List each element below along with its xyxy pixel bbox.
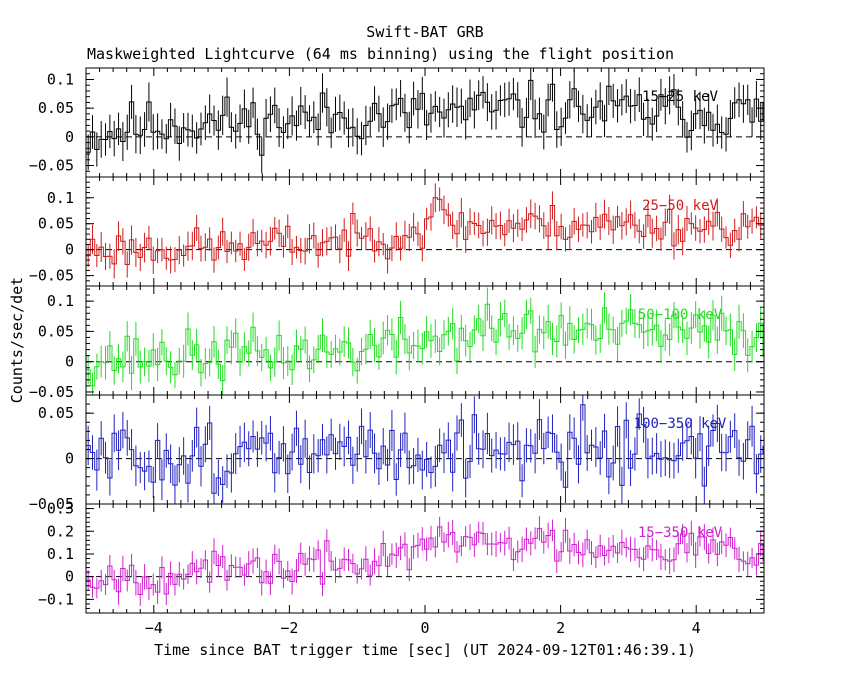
y-tick-label: 0.05 xyxy=(38,322,74,340)
series-line xyxy=(86,197,764,265)
x-tick-label: 2 xyxy=(556,619,565,637)
y-axis-label: Counts/sec/det xyxy=(8,277,26,403)
y-tick-label: 0.05 xyxy=(38,99,74,117)
panel-data xyxy=(86,68,764,173)
x-tick-label: −4 xyxy=(145,619,163,637)
y-tick-label: 0.05 xyxy=(38,404,74,422)
y-tick-label: 0 xyxy=(65,568,74,586)
panel-50-100-kev: −0.05 0 0.05 0.1 50−100 keV xyxy=(29,285,765,401)
panel-15-25-kev: −0.05 0 0.05 0.1 15−25 keV xyxy=(29,67,765,178)
y-tick-label: 0 xyxy=(65,128,74,146)
band-label: 50−100 keV xyxy=(638,307,723,323)
y-tick-label: 0.3 xyxy=(47,500,74,518)
series-line xyxy=(86,526,764,595)
chart-subtitle: Maskweighted Lightcurve (64 ms binning) … xyxy=(87,45,674,63)
y-tick-label: 0 xyxy=(65,353,74,371)
y-tick-label: −0.05 xyxy=(29,495,74,513)
panel-25-50-kev: −0.05 0 0.05 0.1 25−50 keV xyxy=(29,176,765,287)
series-line xyxy=(86,404,764,494)
y-tick-label: 0.05 xyxy=(38,215,74,233)
x-tick-label: 0 xyxy=(420,619,429,637)
panel-data xyxy=(86,516,764,606)
x-axis: −4 −2 0 2 4 xyxy=(145,619,701,637)
y-tick-label: −0.05 xyxy=(29,267,74,285)
panel-data xyxy=(86,183,764,279)
y-tick-label: 0.1 xyxy=(47,545,74,563)
series-line xyxy=(86,303,764,387)
y-tick-label: 0.1 xyxy=(47,189,74,207)
band-label: 25−50 keV xyxy=(642,198,718,214)
y-tick-label: −0.05 xyxy=(29,383,74,401)
x-tick-label: 4 xyxy=(692,619,701,637)
panel-frame xyxy=(85,503,765,614)
y-tick-label: −0.05 xyxy=(29,157,74,175)
series-line xyxy=(86,79,764,156)
y-tick-label: 0.1 xyxy=(47,70,74,88)
panels-group: −0.05 0 0.05 0.1 15−25 keV −0.05 0 0.05 0.1 25−50… xyxy=(29,67,765,614)
y-tick-label: 0 xyxy=(65,241,74,259)
band-label: 15−350 keV xyxy=(638,525,723,541)
y-tick-label: 0.2 xyxy=(47,522,74,540)
x-tick-label: −2 xyxy=(280,619,298,637)
panel-data xyxy=(86,287,764,395)
x-axis-label: Time since BAT trigger time [sec] (UT 20… xyxy=(154,641,696,659)
y-tick-label: 0.1 xyxy=(47,292,74,310)
band-label: 100−350 keV xyxy=(634,416,727,432)
y-tick-label: −0.1 xyxy=(38,590,74,608)
y-tick-label: 0 xyxy=(65,450,74,468)
chart-title: Swift-BAT GRB xyxy=(366,23,483,41)
panel-100-350-kev: −0.05 0 0.05 100−350 keV xyxy=(29,394,765,513)
panel-15-350-kev: −0.1 0 0.1 0.2 0.3 15−350 keV xyxy=(38,500,765,614)
panel-data xyxy=(86,395,764,504)
band-label: 15−25 keV xyxy=(642,89,718,105)
